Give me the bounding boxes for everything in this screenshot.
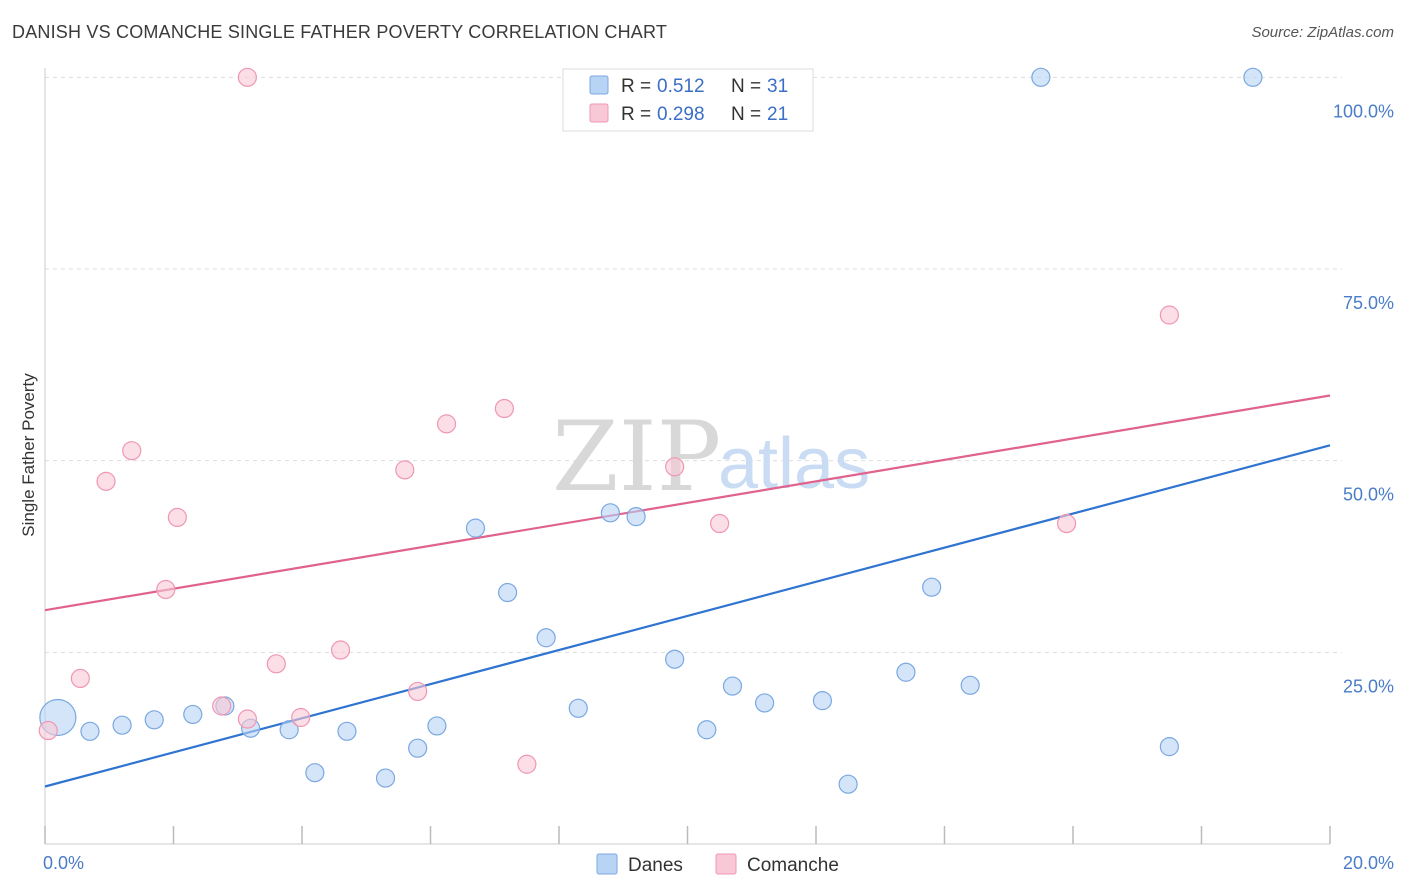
- point-danes-15: [536, 628, 556, 648]
- point-comanche-6: [212, 696, 232, 716]
- point-comanche-16: [517, 754, 537, 774]
- legend: R = 0.512 N = 31 R = 0.298 N = 21: [562, 68, 814, 132]
- legend-n-value-danes: 31: [767, 76, 788, 97]
- point-comanche-3: [122, 441, 142, 461]
- legend-swatch-danes: [589, 75, 609, 95]
- point-danes-16: [568, 698, 588, 718]
- point-danes-14: [498, 582, 518, 603]
- legend-r-value-danes: 0.512: [657, 76, 705, 97]
- watermark: ZIP atlas: [552, 401, 870, 513]
- legend-r-value-comanche: 0.298: [657, 104, 705, 125]
- legend-n-label-comanche: N =: [731, 104, 761, 125]
- point-comanche-11: [330, 640, 351, 660]
- bottom-legend: Danes Comanche: [596, 853, 839, 876]
- point-comanche-4: [156, 579, 176, 600]
- point-danes-11: [408, 738, 428, 758]
- y-axis-label: Single Father Poverty: [19, 373, 38, 537]
- point-comanche-17: [665, 457, 685, 477]
- point-comanche-15: [494, 398, 514, 419]
- point-danes-25: [896, 662, 916, 682]
- x-tick-label-0: 0.0%: [43, 853, 84, 873]
- point-danes-13: [465, 518, 486, 538]
- point-danes-20: [697, 720, 717, 740]
- watermark-atlas: atlas: [718, 424, 870, 504]
- point-comanche-12: [395, 460, 415, 480]
- point-comanche-2: [96, 471, 116, 491]
- point-danes-8: [305, 763, 325, 783]
- point-danes-29: [1159, 737, 1179, 757]
- legend-n-value-comanche: 21: [767, 104, 788, 125]
- y-tick-label-1: 50.0%: [1343, 485, 1394, 505]
- point-danes-2: [112, 715, 132, 735]
- point-danes-18: [626, 507, 646, 527]
- point-comanche-0: [38, 720, 58, 741]
- point-comanche-20: [1159, 305, 1179, 325]
- point-comanche-19: [1056, 513, 1077, 534]
- point-comanche-7: [237, 67, 257, 87]
- point-comanche-18: [710, 513, 730, 534]
- point-danes-10: [375, 768, 396, 788]
- point-danes-24: [838, 774, 858, 794]
- point-danes-21: [722, 676, 743, 696]
- point-danes-19: [665, 649, 685, 669]
- point-danes-9: [337, 721, 357, 741]
- grid-lines: [45, 76, 1342, 653]
- chart-source: Source: ZipAtlas.com: [1251, 24, 1394, 41]
- bottom-legend-swatch-danes: [596, 853, 618, 875]
- bottom-legend-swatch-comanche: [715, 853, 737, 875]
- point-danes-7: [279, 720, 299, 740]
- point-danes-1: [80, 721, 100, 741]
- point-danes-22: [754, 693, 775, 713]
- data-points: [38, 67, 1263, 794]
- point-comanche-14: [436, 414, 457, 434]
- point-comanche-9: [266, 654, 286, 674]
- point-comanche-10: [291, 707, 311, 728]
- point-danes-27: [960, 675, 980, 695]
- tick-labels: 25.0% 50.0% 75.0% 100.0% 0.0% 20.0%: [43, 101, 1394, 873]
- point-danes-4: [183, 704, 203, 725]
- axes: [44, 68, 1331, 845]
- bottom-legend-label-comanche: Comanche: [747, 855, 839, 876]
- point-comanche-1: [70, 668, 90, 689]
- legend-r-label-danes: R =: [621, 76, 651, 97]
- legend-n-label-danes: N =: [731, 76, 761, 97]
- trend-line-comanche: [44, 394, 1331, 612]
- point-danes-26: [922, 577, 942, 597]
- legend-swatch-comanche: [589, 103, 609, 123]
- point-danes-12: [427, 716, 447, 736]
- point-danes-30: [1243, 67, 1263, 87]
- point-danes-23: [812, 691, 833, 711]
- point-danes-28: [1031, 67, 1051, 87]
- point-comanche-8: [237, 709, 257, 729]
- point-comanche-5: [167, 507, 187, 528]
- x-tick-label-1: 20.0%: [1343, 853, 1394, 873]
- legend-r-label-comanche: R =: [621, 104, 651, 125]
- point-comanche-13: [408, 681, 428, 702]
- y-tick-label-0: 25.0%: [1343, 676, 1394, 696]
- point-danes-17: [600, 503, 621, 523]
- y-tick-label-3: 100.0%: [1333, 101, 1394, 121]
- watermark-zip: ZIP: [552, 401, 721, 513]
- y-tick-label-2: 75.0%: [1343, 293, 1394, 313]
- point-danes-3: [144, 710, 164, 730]
- chart-title: DANISH VS COMANCHE SINGLE FATHER POVERTY…: [12, 22, 668, 42]
- bottom-legend-label-danes: Danes: [628, 855, 683, 876]
